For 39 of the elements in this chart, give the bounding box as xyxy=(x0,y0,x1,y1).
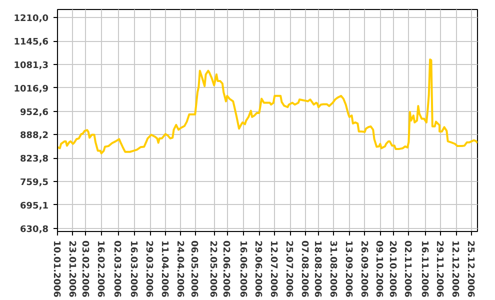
x-tick-label: 22.05.2006 xyxy=(208,240,218,298)
x-tick-label: 02.06.2006 xyxy=(220,240,231,298)
y-tick-label: 888,2 xyxy=(20,131,48,142)
x-tick-label: 16.03.2006 xyxy=(128,240,138,298)
y-tick-label: 1081,3 xyxy=(14,60,49,71)
x-tick-label: 03.02.2006 xyxy=(79,240,90,298)
y-tick-label: 1145,6 xyxy=(14,38,49,48)
x-tick-label: 09.10.2006 xyxy=(374,240,384,298)
x-tick-label: 10.01.2006 xyxy=(51,240,61,298)
x-tick-label: 06.05.2006 xyxy=(188,240,199,298)
x-tick-label: 23.01.2006 xyxy=(66,240,76,298)
x-tick-label: 26.09.2006 xyxy=(358,240,368,298)
y-tick-label: 1210,0 xyxy=(14,14,49,24)
y-tick-label: 759,5 xyxy=(20,178,48,188)
x-tick-label: 25.12.2006 xyxy=(465,240,476,298)
x-tick-label: 12.12.2006 xyxy=(450,240,460,298)
x-tick-label: 24.04.2006 xyxy=(174,240,184,298)
line-series xyxy=(58,58,478,154)
x-tick-label: 02.03.2006 xyxy=(112,240,122,298)
x-tick-label: 16.06.2006 xyxy=(237,240,248,298)
x-tick-label: 25.07.2006 xyxy=(284,240,294,298)
x-tick-label: 12.07.2006 xyxy=(268,240,278,298)
x-tick-label: 02.11.2006 xyxy=(402,240,412,298)
x-tick-label: 29.11.2006 xyxy=(434,240,444,298)
x-tick-label: 18.08.2006 xyxy=(312,240,322,298)
x-tick-label: 07.08.2006 xyxy=(298,240,309,298)
x-tick-label: 29.06.2006 xyxy=(252,240,263,298)
x-tick-label: 16.02.2006 xyxy=(94,240,105,298)
y-tick-label: 952,6 xyxy=(20,108,48,118)
x-tick-label: 31.08.2006 xyxy=(327,240,338,298)
y-tick-label: 695,1 xyxy=(20,201,48,212)
y-tick-label: 823,8 xyxy=(20,154,48,165)
x-tick-label: 13.09.2006 xyxy=(342,240,353,298)
x-tick-label: 29.03.2006 xyxy=(144,240,154,298)
x-tick-label: 11.04.2006 xyxy=(158,240,169,298)
y-tick-label: 630,8 xyxy=(20,224,48,235)
x-tick-label: 16.11.2006 xyxy=(418,240,429,298)
y-tick-label: 1016,9 xyxy=(14,84,49,94)
x-tick-label: 20.10.2006 xyxy=(386,240,397,298)
